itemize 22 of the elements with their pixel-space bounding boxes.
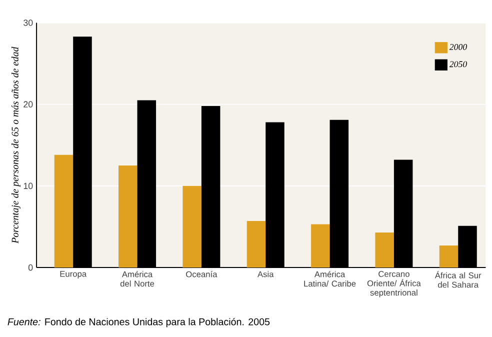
x-tick-label: Cercano Oriente/ África septentrional: [367, 271, 421, 298]
legend-label: 2050: [449, 61, 468, 68]
bar: [439, 246, 458, 268]
x-tick-label: América Latina/ Caribe: [304, 271, 356, 287]
bar: [182, 186, 202, 268]
x-tick-label: Europa: [60, 271, 87, 279]
bar: [311, 224, 330, 268]
x-tick-label: América del Norte: [120, 271, 154, 287]
x-tick-label: Asia: [257, 271, 274, 278]
bar: [375, 232, 394, 268]
text: Fuente: Fondo de Naciones Unidas para la Población. 2005: [8, 318, 270, 328]
bar: [54, 155, 74, 268]
y-tick-label: 10: [24, 182, 33, 190]
y-axis-title: Porcentaje de personas de 65 o más años de edad: [11, 46, 20, 244]
y-tick-label: 0: [28, 264, 33, 271]
x-tick-label: África al Sur del Sahara: [434, 271, 482, 288]
y-tick-label: 20: [24, 101, 33, 108]
y-tick-label: 30: [24, 20, 33, 26]
bar: [246, 221, 266, 268]
legend-label: 2000: [449, 44, 468, 50]
x-tick-label: Oceanía: [186, 271, 218, 278]
bar: [118, 166, 138, 268]
